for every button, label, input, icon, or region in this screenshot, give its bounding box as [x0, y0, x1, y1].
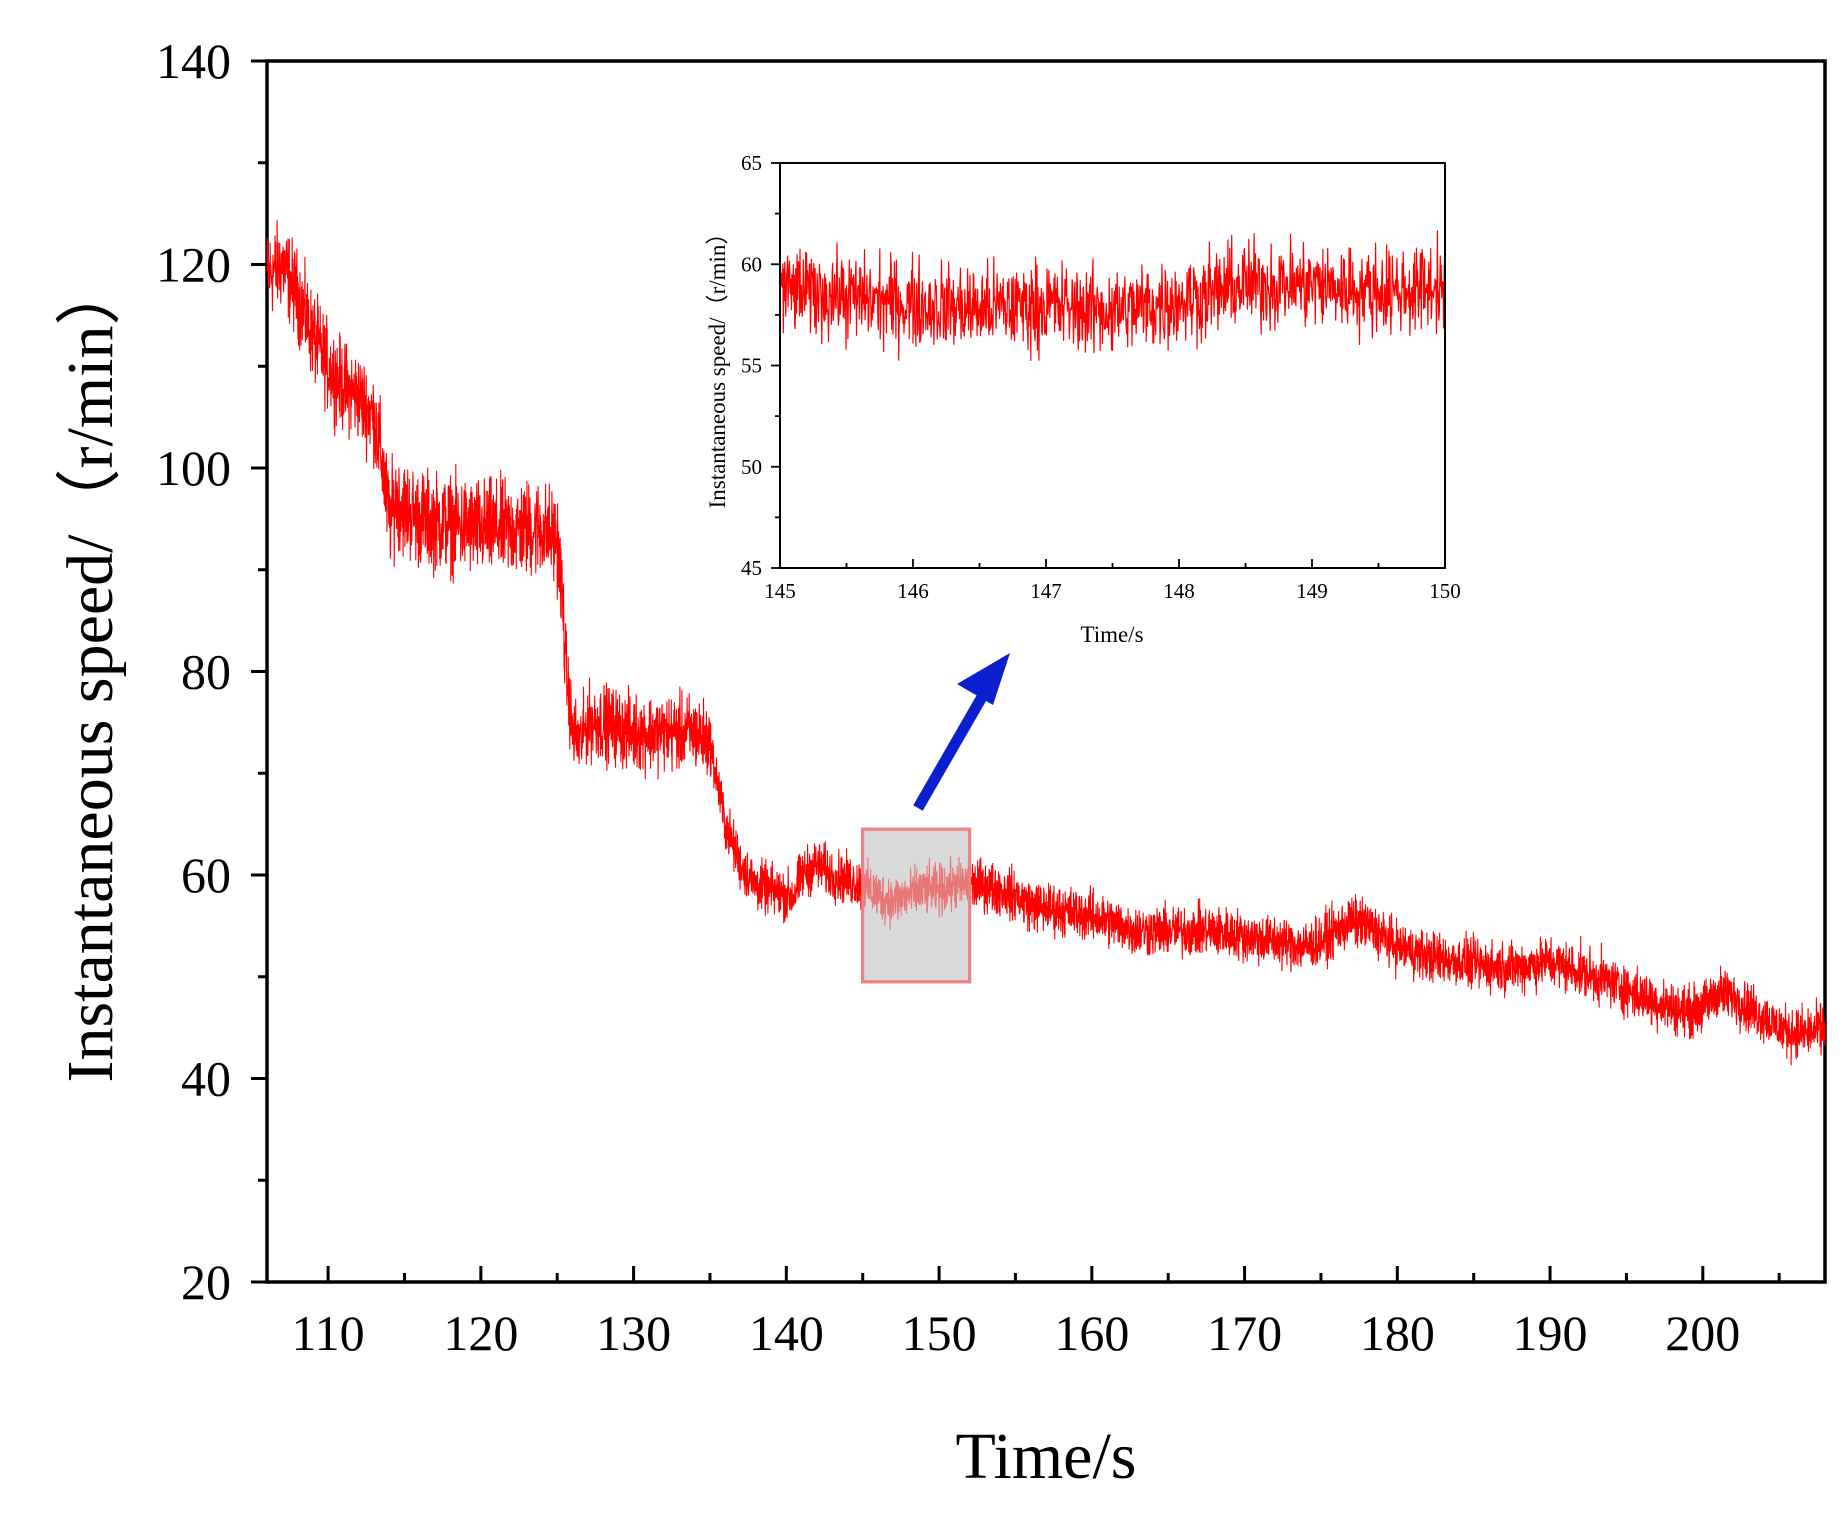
inset-x-tick-label: 146: [897, 579, 929, 603]
main-x-tick-label: 120: [443, 1305, 518, 1361]
inset-y-tick-label: 45: [741, 556, 762, 580]
main-x-tick-label: 110: [292, 1305, 365, 1361]
zoom-region-overlay: [861, 827, 972, 984]
inset-x-tick-label: 149: [1296, 579, 1328, 603]
inset-series: [779, 230, 1446, 361]
main-series: [266, 219, 1826, 1066]
zoom-region-rect: [861, 827, 972, 984]
main-x-tick-label: 190: [1513, 1305, 1588, 1361]
inset-series-line: [779, 230, 1446, 361]
main-y-tick-label: 60: [181, 847, 231, 903]
inset-x-axis-label: Time/s: [1080, 622, 1143, 647]
main-x-axis: 110 120 130 140 150 160 170 180 190 200: [292, 1266, 1781, 1361]
inset-y-tick-label: 50: [741, 455, 762, 479]
main-y-tick-label: 40: [181, 1051, 231, 1107]
main-y-tick-label: 100: [156, 440, 231, 496]
inset-x-tick-label: 150: [1429, 579, 1461, 603]
main-plot: 110 120 130 140 150 160 170 180 190 200 20 40 60 80 1…: [54, 33, 1827, 1493]
zoom-arrow-icon: [913, 653, 1010, 811]
main-x-tick-label: 170: [1207, 1305, 1282, 1361]
main-y-axis: 20 40 60 80 100 120 140: [156, 33, 267, 1310]
main-y-axis-label: Instantaneous speed/（r/min）: [54, 259, 127, 1082]
inset-y-tick-label: 60: [741, 252, 762, 276]
inset-y-tick-label: 65: [741, 151, 762, 175]
main-x-axis-label: Time/s: [956, 1420, 1137, 1493]
main-x-tick-label: 180: [1360, 1305, 1435, 1361]
inset-x-tick-label: 148: [1163, 579, 1195, 603]
main-x-tick-label: 160: [1054, 1305, 1129, 1361]
inset-x-tick-label: 145: [764, 579, 796, 603]
inset-y-axis-label: Instantaneous speed/（r/min）: [705, 222, 730, 509]
inset-plot: 145 146 147 148 149 150 45 50 55 60 65 Time/s Ins…: [705, 151, 1461, 647]
main-y-tick-label: 80: [181, 644, 231, 700]
main-y-tick-label: 20: [181, 1254, 231, 1310]
main-x-tick-label: 130: [596, 1305, 671, 1361]
main-x-tick-label: 200: [1665, 1305, 1740, 1361]
inset-y-axis: 45 50 55 60 65: [741, 151, 780, 580]
inset-x-tick-label: 147: [1030, 579, 1062, 603]
inset-y-tick-label: 55: [741, 354, 762, 378]
main-series-line: [266, 219, 1826, 1066]
main-x-tick-label: 150: [902, 1305, 977, 1361]
inset-x-axis: 145 146 147 148 149 150: [764, 559, 1461, 603]
inset-background: [780, 163, 1445, 568]
main-y-tick-label: 120: [156, 237, 231, 293]
main-y-tick-label: 140: [156, 33, 231, 89]
main-x-tick-label: 140: [749, 1305, 824, 1361]
